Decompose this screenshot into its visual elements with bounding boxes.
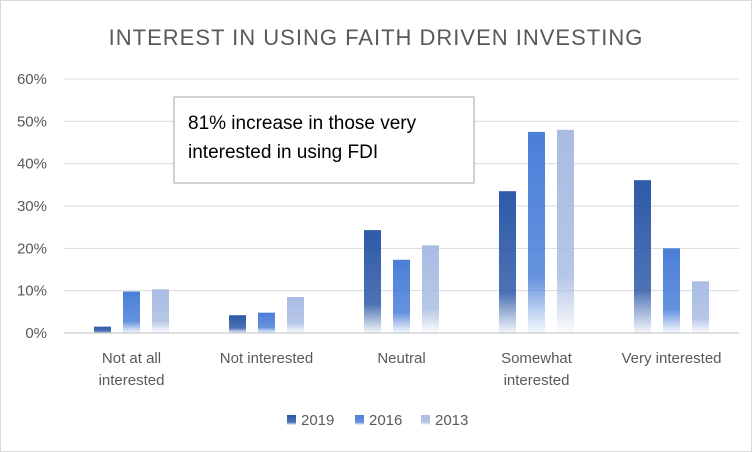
y-tick-label: 30%: [17, 198, 47, 215]
y-tick-label: 0%: [25, 325, 47, 342]
legend-label: 2013: [435, 412, 468, 429]
y-tick-label: 20%: [17, 240, 47, 257]
bar-2019: [499, 191, 516, 333]
bar-2019: [634, 180, 651, 333]
bar-2016: [528, 131, 545, 333]
bar-2016: [123, 291, 140, 333]
chart-title: INTEREST IN USING FAITH DRIVEN INVESTING: [109, 25, 644, 50]
x-tick-label: Somewhat interested: [501, 350, 573, 389]
bar-2016: [663, 248, 680, 333]
bar-2019: [229, 315, 246, 333]
legend-item-2013: 2013: [421, 412, 468, 429]
legend-swatch: [287, 415, 296, 425]
x-axis-labels: Not at all interested Not interested Neutra…: [99, 350, 722, 389]
y-axis-ticks: 0% 10% 20% 30% 40% 50% 60%: [17, 71, 47, 342]
legend-swatch: [421, 415, 430, 425]
bar-2013: [557, 129, 574, 333]
x-tick-label: Very interested: [621, 350, 721, 367]
y-tick-label: 50%: [17, 113, 47, 130]
bar-2013: [692, 281, 709, 333]
y-tick-label: 10%: [17, 283, 47, 300]
bar-2013: [152, 289, 169, 333]
annotation-box: 81% increase in those very interested in …: [173, 96, 475, 184]
x-tick-label: Not at all interested: [99, 350, 165, 389]
bar-2016: [258, 312, 275, 333]
annotation-text: 81% increase in those very interested in …: [188, 113, 417, 163]
legend-label: 2016: [369, 412, 402, 429]
legend-swatch: [355, 415, 364, 425]
legend-item-2016: 2016: [355, 412, 402, 429]
x-tick-label: Not interested: [220, 350, 313, 367]
y-tick-label: 40%: [17, 156, 47, 173]
x-tick-label: Neutral: [377, 350, 425, 367]
legend: 2019 2016 2013: [287, 412, 468, 429]
legend-item-2019: 2019: [287, 412, 334, 429]
annotation-border: [173, 96, 475, 184]
legend-label: 2019: [301, 412, 334, 429]
bar-2019: [364, 230, 381, 333]
y-tick-label: 60%: [17, 71, 47, 88]
bar-2013: [422, 245, 439, 333]
bar-2013: [287, 297, 304, 333]
bar-2019: [94, 326, 111, 333]
bars: [94, 129, 709, 333]
bar-2016: [393, 259, 410, 333]
